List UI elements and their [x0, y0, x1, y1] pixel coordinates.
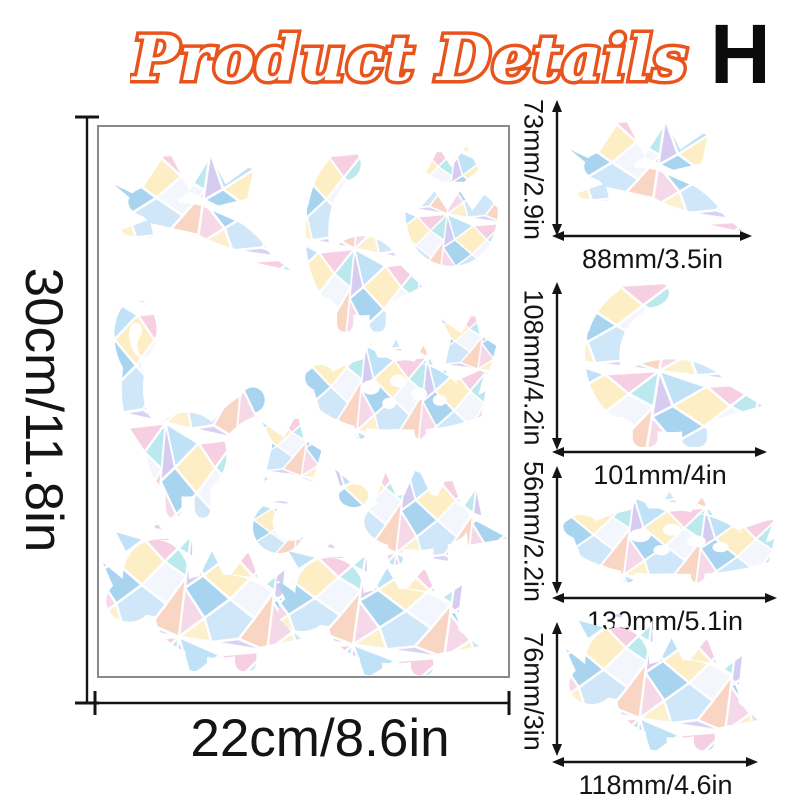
pterodactyl-height-label: 73mm/2.9in: [518, 98, 549, 241]
ankylosaurus-width-arrow: [552, 593, 777, 603]
sticker-dino-head: [441, 311, 497, 375]
page-title-text: Product Details: [130, 22, 688, 95]
pterodactyl-width-arrow: [552, 231, 752, 241]
ankylosaurus-height-arrow: [552, 466, 562, 594]
triceratops-height-label: 76mm/3in: [518, 632, 549, 751]
decal-sheet: [97, 125, 510, 678]
triceratops-height-arrow: [552, 622, 562, 756]
decal-sheet-image: [103, 127, 508, 676]
brontosaurus-height-label: 108mm/4.2in: [518, 289, 549, 446]
sheet-height-label: 30cm/11.8in: [14, 267, 73, 553]
measured-ankylosaurus-image: [563, 491, 775, 583]
pterodactyl-width-label: 88mm/3.5in: [581, 244, 724, 274]
sticker-shell-fragment: [253, 501, 303, 553]
sheet-width-dimension-line: [93, 691, 511, 715]
sheet-width-label: 22cm/8.6in: [190, 709, 450, 768]
sticker-triceratops-right: [275, 541, 479, 676]
sticker-raptor-head: [262, 413, 322, 482]
brontosaurus-height-arrow: [552, 282, 562, 450]
pterodactyl-height-arrow: [552, 100, 562, 236]
measured-brontosaurus-image: [572, 270, 762, 452]
brontosaurus-width-arrow: [552, 447, 767, 457]
sheet-height-dimension-line: [75, 115, 99, 705]
sticker-diplodocus: [122, 312, 265, 518]
triceratops-width-label: 118mm/4.6in: [578, 770, 733, 800]
sheet-sticker-group: [103, 146, 508, 676]
measured-triceratops-image: [566, 610, 758, 751]
sticker-hatching-egg: [405, 145, 498, 266]
measured-pterodactyl-image: [570, 116, 745, 232]
page-title: Product Details: [130, 19, 690, 99]
triceratops-width-arrow: [552, 757, 758, 767]
sticker-pterodactyl: [114, 149, 291, 271]
ankylosaurus-height-label: 56mm/2.2in: [518, 460, 549, 603]
variant-letter: H: [710, 7, 771, 101]
sticker-stegosaurus: [335, 466, 508, 565]
sticker-brontosaurus: [306, 148, 422, 332]
brontosaurus-width-label: 101mm/4in: [593, 460, 727, 490]
